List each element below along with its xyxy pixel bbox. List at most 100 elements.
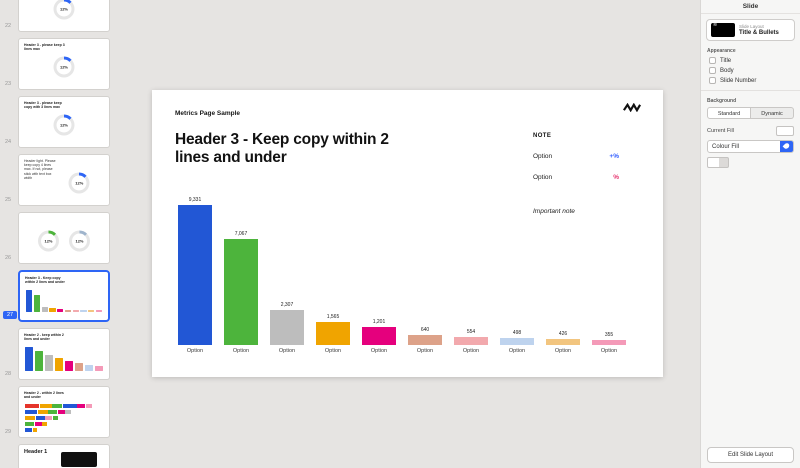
body-checkbox[interactable] bbox=[709, 67, 716, 74]
slide-thumbnail-row: Header 3 - please keep 3 lines max 12% 23 bbox=[0, 38, 118, 90]
mini-bar-segment bbox=[32, 428, 37, 432]
slide-thumbnail[interactable]: Header 3 - Keep copy within 2 lines and … bbox=[18, 270, 110, 322]
note-block[interactable]: NOTE Option +% Option % Important note bbox=[533, 133, 619, 215]
bar-category-label: Option bbox=[462, 348, 480, 354]
bar bbox=[454, 337, 488, 345]
chart-bar-group: 7,067 Option bbox=[224, 231, 258, 355]
slide-title[interactable]: Header 3 - Keep copy within 2 lines and … bbox=[175, 131, 389, 166]
slide-thumbnail[interactable]: 12% bbox=[18, 0, 110, 32]
fill-colour-swatch[interactable] bbox=[707, 157, 729, 168]
slide-thumbnail-row: Header 2 - within 2 lines and under 29 bbox=[0, 386, 118, 438]
slide-thumbnail-row: Header 3 - Keep copy within 2 lines and … bbox=[0, 270, 118, 322]
mini-bar-segment bbox=[25, 428, 32, 432]
mini-bar-segment bbox=[52, 404, 62, 408]
mini-bar bbox=[41, 307, 48, 312]
donut-value-label: 12% bbox=[56, 59, 72, 74]
colour-fill-select[interactable]: Colour Fill bbox=[707, 140, 794, 153]
slide-layout-card[interactable]: Slide Layout Title & Bullets bbox=[706, 19, 795, 41]
bar-value-label: 7,067 bbox=[234, 231, 248, 237]
note-label: Option bbox=[533, 153, 553, 160]
checkbox-label: Title bbox=[720, 57, 732, 64]
dark-preview-box bbox=[61, 452, 97, 467]
appearance-option-slide-number[interactable]: Slide Number bbox=[709, 77, 800, 84]
bar-category-label: Option bbox=[554, 348, 572, 354]
slide-navigator: 12% 22 Header 3 - please keep 3 lines max 1… bbox=[0, 0, 118, 468]
donut-value-label: 12% bbox=[56, 1, 72, 16]
inspector-title: Slide bbox=[701, 0, 800, 14]
slide-thumbnail[interactable]: 12% 12% bbox=[18, 212, 110, 264]
mini-bar bbox=[26, 290, 33, 312]
bar-category-label: Option bbox=[508, 348, 526, 354]
bar-category-label: Option bbox=[186, 348, 204, 354]
checkbox-label: Slide Number bbox=[720, 77, 757, 84]
bar-category-label: Option bbox=[370, 348, 388, 354]
mini-bar bbox=[64, 361, 74, 371]
bar bbox=[270, 310, 304, 345]
bar-category-label: Option bbox=[600, 348, 618, 354]
slide-thumbnail[interactable]: Header 3 - please keep 3 lines max 12% bbox=[18, 38, 110, 90]
brand-logo-icon bbox=[623, 103, 641, 112]
slide-thumbnail[interactable]: Header 2 - within 2 lines and under bbox=[18, 386, 110, 438]
mini-bar-segment bbox=[25, 404, 39, 408]
slide-thumbnail[interactable]: Header 1 bbox=[18, 444, 110, 468]
mini-stacked-bar-chart bbox=[25, 404, 103, 432]
edit-slide-layout-button[interactable]: Edit Slide Layout bbox=[707, 447, 794, 463]
slide-number-checkbox[interactable] bbox=[709, 77, 716, 84]
mini-bar bbox=[44, 355, 54, 371]
mini-bar bbox=[33, 295, 40, 312]
thumbnail-title: Header light. Please keep copy 4 lines m… bbox=[24, 159, 56, 180]
slide-thumbnail-row: 12% 12% 26 bbox=[0, 212, 118, 264]
slide-thumbnail[interactable]: Header 3 - please keep copy with 3 lines… bbox=[18, 96, 110, 148]
mini-bar-segment bbox=[34, 422, 42, 426]
mini-bar bbox=[49, 308, 56, 312]
mini-bar-segment bbox=[42, 422, 47, 426]
mini-bar bbox=[88, 310, 95, 312]
segment-dynamic[interactable]: Dynamic bbox=[751, 107, 794, 119]
donut-chart: 12% bbox=[38, 230, 59, 251]
bar-value-label: 1,565 bbox=[326, 314, 340, 320]
inspector-panel: Slide Slide Layout Title & Bullets Appea… bbox=[700, 0, 800, 468]
bar-category-label: Option bbox=[278, 348, 296, 354]
bar-chart[interactable]: 9,331 Option 7,067 Option 2,307 Option 1,565 Op… bbox=[178, 197, 626, 355]
mini-bar-segment bbox=[77, 404, 85, 408]
appearance-option-body[interactable]: Body bbox=[709, 67, 800, 74]
bar-value-label: 355 bbox=[604, 332, 614, 338]
mini-bar bbox=[80, 310, 87, 312]
slide-thumbnail[interactable]: Header light. Please keep copy 4 lines m… bbox=[18, 154, 110, 206]
note-label: Option bbox=[533, 174, 553, 181]
mini-bar-segment bbox=[85, 404, 92, 408]
slide-number: 26 bbox=[4, 255, 12, 261]
mini-bar bbox=[94, 366, 103, 371]
current-fill-swatch[interactable] bbox=[776, 126, 794, 136]
slide-canvas[interactable]: Metrics Page Sample Header 3 - Keep copy… bbox=[152, 90, 663, 377]
mini-bar-row bbox=[25, 428, 103, 432]
slide-thumbnail-row: 12% 22 bbox=[0, 0, 118, 32]
mini-bar bbox=[74, 363, 84, 371]
mini-bar-segment bbox=[45, 416, 52, 420]
colour-well-button[interactable] bbox=[780, 141, 793, 152]
chart-bar-group: 1,201 Option bbox=[362, 319, 396, 355]
mini-bar bbox=[57, 309, 64, 312]
chart-bar-group: 355 Option bbox=[592, 332, 626, 355]
mini-bar-segment bbox=[65, 410, 71, 414]
title-checkbox[interactable] bbox=[709, 57, 716, 64]
mini-bar-segment bbox=[52, 416, 58, 420]
slide-number: 24 bbox=[4, 139, 12, 145]
slide-number: 23 bbox=[4, 81, 12, 87]
note-heading: NOTE bbox=[533, 133, 552, 139]
bar-value-label: 426 bbox=[558, 331, 568, 337]
current-fill-row: Current Fill bbox=[707, 126, 794, 136]
appearance-option-title[interactable]: Title bbox=[709, 57, 800, 64]
divider bbox=[701, 90, 800, 91]
segment-standard[interactable]: Standard bbox=[707, 107, 751, 119]
mini-bar-chart bbox=[26, 290, 102, 312]
donut-value-label: 12% bbox=[41, 233, 56, 248]
thumbnail-title: Header 3 - please keep copy with 3 lines… bbox=[24, 101, 62, 110]
bar-category-label: Option bbox=[232, 348, 250, 354]
slide-thumbnail[interactable]: Header 2 - keep within 2 lines and under bbox=[18, 328, 110, 380]
bar bbox=[178, 205, 212, 345]
donut-chart: 12% bbox=[68, 172, 90, 193]
slide-number: 22 bbox=[4, 23, 12, 29]
mini-bar-row bbox=[25, 422, 103, 426]
